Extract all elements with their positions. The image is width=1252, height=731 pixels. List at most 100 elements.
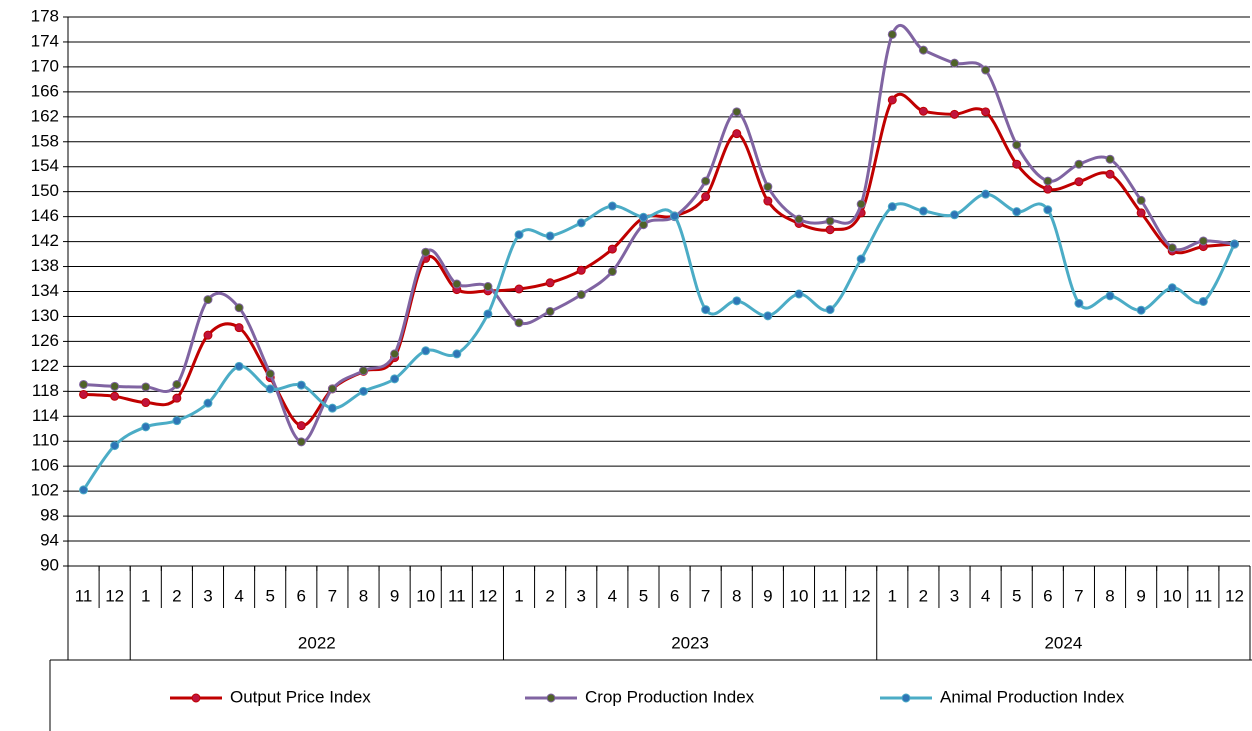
legend-label: Output Price Index (230, 687, 371, 706)
x-tick-label: 7 (328, 586, 337, 605)
marker (172, 379, 182, 389)
group-label: 2022 (298, 633, 336, 652)
marker (421, 346, 431, 356)
x-tick-label: 6 (297, 586, 306, 605)
x-tick-label: 3 (203, 586, 212, 605)
x-tick-label: 10 (1163, 586, 1182, 605)
marker (483, 309, 493, 319)
y-tick-label: 102 (31, 481, 59, 500)
y-tick-label: 138 (31, 256, 59, 275)
marker (390, 349, 400, 359)
series-line (83, 24, 1235, 444)
y-tick-label: 166 (31, 81, 59, 100)
marker (576, 265, 586, 275)
marker (856, 199, 866, 209)
marker (918, 206, 928, 216)
marker (1012, 207, 1022, 217)
marker (545, 231, 555, 241)
marker (1136, 305, 1146, 315)
marker (670, 211, 680, 221)
marker (545, 278, 555, 288)
marker (1198, 236, 1208, 246)
x-tick-label: 12 (1225, 586, 1244, 605)
marker (1043, 205, 1053, 215)
marker (141, 398, 151, 408)
x-tick-label: 2 (919, 586, 928, 605)
marker (110, 441, 120, 451)
marker (732, 107, 742, 117)
x-tick-label: 8 (359, 586, 368, 605)
marker (825, 305, 835, 315)
x-tick-label: 10 (790, 586, 809, 605)
marker (327, 384, 337, 394)
x-tick-label: 11 (821, 586, 839, 605)
x-tick-label: 11 (75, 586, 93, 605)
marker (359, 386, 368, 396)
marker (638, 212, 648, 222)
marker (1198, 296, 1208, 306)
marker (203, 330, 213, 340)
marker (794, 289, 804, 299)
marker (296, 437, 306, 447)
marker (110, 381, 120, 391)
y-tick-label: 94 (40, 531, 59, 550)
marker (1105, 169, 1115, 179)
marker (327, 403, 337, 413)
x-tick-label: 5 (1012, 586, 1021, 605)
marker (1167, 243, 1177, 253)
marker (918, 45, 928, 55)
marker (172, 393, 182, 403)
x-tick-label: 5 (639, 586, 648, 605)
legend-label: Crop Production Index (585, 687, 755, 706)
marker (825, 216, 835, 226)
x-tick-label: 3 (950, 586, 959, 605)
marker (887, 95, 897, 105)
marker (452, 349, 462, 359)
marker (1074, 159, 1084, 169)
marker (950, 109, 959, 119)
x-tick-label: 8 (732, 586, 741, 605)
marker (732, 129, 742, 139)
x-tick-label: 6 (670, 586, 679, 605)
marker (452, 279, 462, 289)
legend-marker (901, 693, 911, 703)
marker (514, 284, 524, 294)
marker (981, 189, 991, 199)
marker (763, 182, 773, 192)
marker (1167, 283, 1177, 293)
y-tick-label: 122 (31, 356, 59, 375)
x-tick-label: 8 (1105, 586, 1114, 605)
marker (950, 58, 959, 68)
marker (203, 398, 213, 408)
marker (607, 244, 617, 254)
marker (141, 422, 151, 432)
group-label: 2023 (671, 633, 709, 652)
marker (950, 210, 959, 220)
x-tick-label: 3 (577, 586, 586, 605)
x-tick-label: 12 (478, 586, 497, 605)
y-tick-label: 130 (31, 306, 59, 325)
y-tick-label: 174 (31, 31, 59, 50)
x-tick-label: 9 (763, 586, 772, 605)
marker (887, 29, 897, 39)
legend-marker (191, 693, 201, 703)
x-tick-label: 9 (1136, 586, 1145, 605)
y-tick-label: 178 (31, 6, 59, 25)
marker (701, 305, 711, 315)
marker (79, 485, 89, 495)
x-tick-label: 4 (608, 586, 617, 605)
marker (701, 176, 711, 186)
marker (1043, 184, 1053, 194)
marker (234, 361, 244, 371)
marker (856, 254, 866, 264)
marker (483, 282, 493, 292)
marker (1012, 159, 1022, 169)
legend-marker (546, 693, 556, 703)
x-tick-label: 1 (514, 586, 523, 605)
x-tick-label: 10 (416, 586, 435, 605)
y-tick-label: 98 (40, 506, 59, 525)
marker (1105, 154, 1115, 164)
marker (887, 202, 897, 212)
